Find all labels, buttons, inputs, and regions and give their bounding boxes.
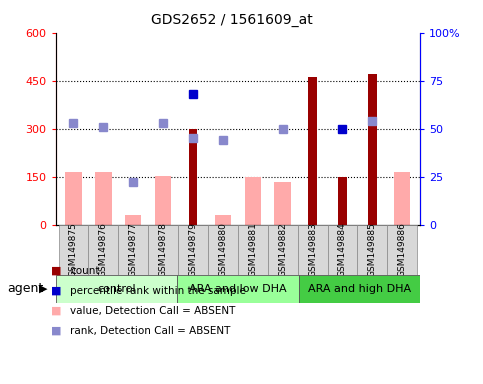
Text: GSM149876: GSM149876 <box>99 222 108 277</box>
Text: GSM149877: GSM149877 <box>129 222 138 277</box>
Bar <box>118 225 148 275</box>
Text: count: count <box>70 266 99 276</box>
Bar <box>309 78 317 225</box>
Bar <box>298 225 327 275</box>
Bar <box>155 176 171 225</box>
Text: ■: ■ <box>51 326 61 336</box>
Bar <box>327 225 357 275</box>
Bar <box>148 225 178 275</box>
Text: ▶: ▶ <box>39 284 48 294</box>
Text: agent: agent <box>7 283 43 295</box>
Bar <box>238 225 268 275</box>
Text: ARA and low DHA: ARA and low DHA <box>189 284 287 294</box>
Bar <box>125 215 142 225</box>
Bar <box>177 275 298 303</box>
Bar <box>394 172 411 225</box>
Text: GSM149879: GSM149879 <box>188 222 198 277</box>
Text: GSM149886: GSM149886 <box>398 222 407 277</box>
Text: GSM149883: GSM149883 <box>308 222 317 277</box>
Text: ARA and high DHA: ARA and high DHA <box>308 284 411 294</box>
Bar <box>244 177 261 225</box>
Text: ■: ■ <box>51 306 61 316</box>
Bar <box>298 275 420 303</box>
Text: GSM149885: GSM149885 <box>368 222 377 277</box>
Text: GSM149875: GSM149875 <box>69 222 78 277</box>
Bar <box>274 182 291 225</box>
Text: GSM149880: GSM149880 <box>218 222 227 277</box>
Bar <box>65 172 82 225</box>
Text: GDS2652 / 1561609_at: GDS2652 / 1561609_at <box>151 13 313 27</box>
Text: percentile rank within the sample: percentile rank within the sample <box>70 286 246 296</box>
Text: GSM149881: GSM149881 <box>248 222 257 277</box>
Bar <box>368 74 377 225</box>
Bar <box>387 225 417 275</box>
Text: rank, Detection Call = ABSENT: rank, Detection Call = ABSENT <box>70 326 230 336</box>
Text: GSM149878: GSM149878 <box>158 222 168 277</box>
Bar <box>338 177 347 225</box>
Text: ■: ■ <box>51 266 61 276</box>
Text: value, Detection Call = ABSENT: value, Detection Call = ABSENT <box>70 306 235 316</box>
Bar <box>178 225 208 275</box>
Bar <box>208 225 238 275</box>
Bar <box>88 225 118 275</box>
Text: ■: ■ <box>51 286 61 296</box>
Bar <box>58 225 88 275</box>
Text: GSM149884: GSM149884 <box>338 222 347 277</box>
Bar <box>56 275 177 303</box>
Text: GSM149882: GSM149882 <box>278 222 287 277</box>
Bar <box>95 172 112 225</box>
Text: control: control <box>97 284 136 294</box>
Bar <box>215 215 231 225</box>
Bar <box>357 225 387 275</box>
Bar <box>268 225 298 275</box>
Bar <box>189 129 197 225</box>
